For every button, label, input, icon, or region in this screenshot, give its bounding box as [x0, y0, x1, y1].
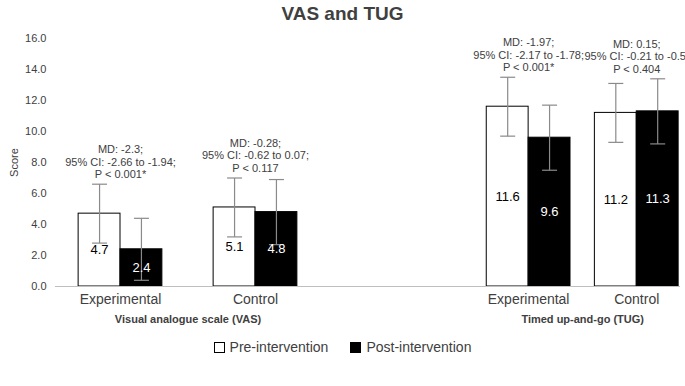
svg-text:10.0: 10.0: [25, 125, 46, 137]
svg-text:9.6: 9.6: [541, 204, 559, 219]
svg-text:11.6: 11.6: [496, 189, 520, 204]
svg-text:4.0: 4.0: [31, 218, 46, 230]
svg-text:0.0: 0.0: [31, 280, 46, 292]
html-text:Pre-intervention: Pre-intervention: [229, 339, 329, 355]
svg-text:MD: -2.3;95% CI: -2.66 to -1.9: MD: -2.3;95% CI: -2.66 to -1.94;P < 0.00…: [65, 143, 176, 180]
svg-text:2.4: 2.4: [132, 260, 150, 275]
svg-text:MD: 0.15;95% CI: -0.21 to -0.5: MD: 0.15;95% CI: -0.21 to -0.5;P < 0.404: [584, 38, 685, 75]
svg-text:4.8: 4.8: [267, 241, 285, 256]
svg-text:14.0: 14.0: [25, 63, 46, 75]
html-text:VAS and TUG: VAS and TUG: [281, 3, 404, 24]
svg-text:Experimental: Experimental: [80, 291, 162, 307]
svg-text:Control: Control: [233, 291, 278, 307]
svg-text:11.3: 11.3: [646, 191, 670, 206]
svg-text:6.0: 6.0: [31, 187, 46, 199]
svg-text:MD: -0.28;95% CI: -0.62 to 0.0: MD: -0.28;95% CI: -0.62 to 0.07;P < 0.11…: [202, 137, 309, 174]
svg-text:4.7: 4.7: [91, 242, 109, 257]
svg-text:8.0: 8.0: [31, 156, 46, 168]
svg-text:2.0: 2.0: [31, 249, 46, 261]
svg-text:Score: Score: [8, 148, 20, 177]
svg-text:16.0: 16.0: [25, 32, 46, 44]
svg-text:11.2: 11.2: [604, 192, 628, 207]
svg-text:Timed up-and-go (TUG): Timed up-and-go (TUG): [521, 313, 644, 325]
svg-text:Control: Control: [614, 291, 659, 307]
svg-text:MD: -1.97;95% CI: -2.17 to -1.: MD: -1.97;95% CI: -2.17 to -1.78;P < 0.0…: [473, 36, 584, 73]
svg-text:Visual analogue scale (VAS): Visual analogue scale (VAS): [115, 313, 262, 325]
svg-text:5.1: 5.1: [226, 239, 244, 254]
svg-text:12.0: 12.0: [25, 94, 46, 106]
html-text:Post-intervention: Post-intervention: [366, 339, 472, 355]
svg-text:Experimental: Experimental: [488, 291, 570, 307]
